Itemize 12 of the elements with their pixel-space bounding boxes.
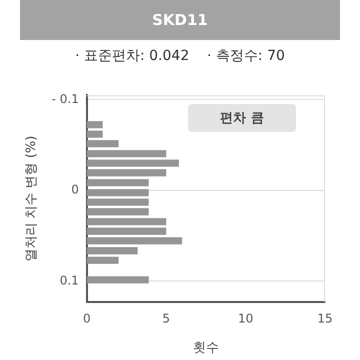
- x-tick-label: 15: [317, 311, 333, 326]
- x-tick-label: 0: [83, 311, 91, 326]
- chart-title: SKD11: [20, 0, 340, 40]
- chart-subtitle: · 표준편차: 0.042 · 측정수: 70: [74, 47, 286, 65]
- y-axis-title: 열처리 치수 변형 (%): [24, 136, 40, 262]
- y-tick-label: 0.1: [60, 273, 79, 288]
- x-axis-title: 횟수: [192, 340, 219, 356]
- y-tick-label: - 0.1: [52, 92, 79, 106]
- x-tick-label: 5: [162, 311, 170, 326]
- y-tick-label: 0: [71, 182, 79, 197]
- note-box: 편차 큼: [188, 104, 296, 132]
- x-tick-label: 10: [238, 311, 254, 326]
